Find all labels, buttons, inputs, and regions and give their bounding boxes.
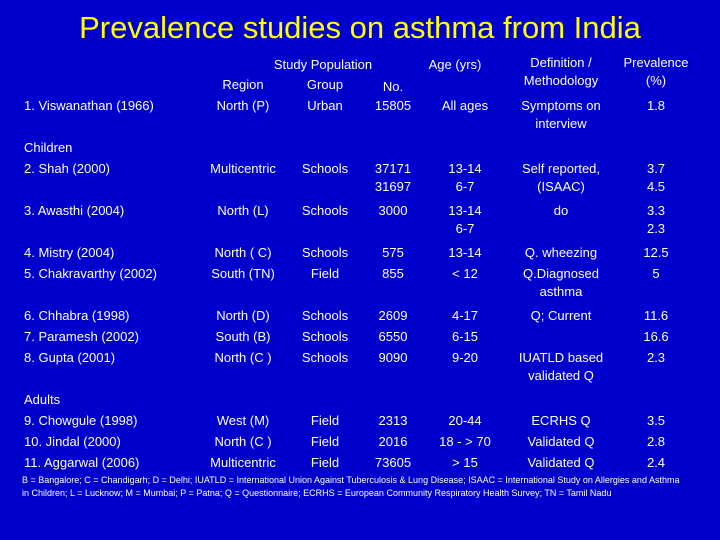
cell-group: Field: [310, 266, 340, 281]
cell-region: West (M): [216, 413, 270, 428]
cell-age: 13-14: [448, 245, 482, 260]
cell-study: 8. Gupta (2001): [24, 350, 116, 365]
cell-study: 10. Jindal (2000): [24, 434, 121, 449]
cell-definition: Self reported,: [521, 161, 601, 176]
cell-region: South (TN): [211, 266, 275, 281]
cell-age: 9-20: [451, 350, 479, 365]
cell-prevalence: 2.8: [646, 434, 666, 449]
cell-prevalence: 2.3: [646, 350, 666, 365]
cell-definition: asthma: [539, 284, 583, 299]
abbreviations-footnote: B = Bangalore; C = Chandigarh; D = Delhi…: [22, 475, 680, 498]
cell-prevalence: 3.7: [646, 161, 666, 176]
header-study-population: Study Population: [273, 57, 373, 72]
header-age: Age (yrs): [428, 57, 482, 72]
cell-group: Field: [310, 413, 340, 428]
cell-definition: Q.Diagnosed: [523, 266, 599, 281]
cell-definition: do: [553, 203, 569, 218]
cell-study: 5. Chakravarthy (2002): [24, 266, 157, 281]
cell-prevalence: 2.4: [646, 455, 666, 470]
cell-study: 1. Viswanathan (1966): [24, 98, 154, 113]
cell-no: 2609: [378, 308, 408, 323]
cell-study: 11. Aggarwal (2006): [24, 455, 140, 470]
cell-region: Multicentric: [210, 455, 276, 470]
cell-no: 15805: [374, 98, 412, 113]
header-definition-2: Methodology: [523, 73, 599, 88]
cell-age: < 12: [452, 266, 478, 281]
cell-age: All ages: [441, 98, 489, 113]
cell-prevalence: 2.3: [646, 221, 666, 236]
cell-no: 2016: [378, 434, 408, 449]
cell-prevalence: 11.6: [643, 308, 669, 323]
header-definition-1: Definition /: [530, 55, 592, 70]
cell-region: North ( C): [214, 245, 272, 260]
cell-study: 2. Shah (2000): [24, 161, 111, 176]
cell-age: 20-44: [448, 413, 482, 428]
cell-age: 6-15: [451, 329, 479, 344]
cell-no: 575: [382, 245, 404, 260]
cell-study: 9. Chowgule (1998): [24, 413, 138, 428]
cell-no: 9090: [378, 350, 408, 365]
cell-prevalence: 5: [652, 266, 660, 281]
cell-study: 7. Paramesh (2002): [24, 329, 139, 344]
cell-age: 4-17: [451, 308, 479, 323]
cell-no: 2313: [378, 413, 408, 428]
cell-study: 4. Mistry (2004): [24, 245, 115, 260]
slide-title: Prevalence studies on asthma from India: [79, 10, 641, 45]
cell-group: Urban: [307, 98, 343, 113]
cell-no: 31697: [374, 179, 412, 194]
header-group: Group: [306, 77, 344, 92]
cell-definition: Validated Q: [527, 434, 595, 449]
header-prevalence-1: Prevalence: [623, 55, 689, 70]
cell-age: 6-7: [455, 221, 475, 236]
cell-prevalence: 16.6: [643, 329, 669, 344]
cell-definition: Symptoms on: [521, 98, 601, 113]
cell-definition: (ISAAC): [537, 179, 585, 194]
cell-region: North (C ): [214, 350, 272, 365]
cell-definition: validated Q: [528, 368, 594, 383]
cell-definition: IUATLD based: [518, 350, 604, 365]
cell-no: 3000: [378, 203, 408, 218]
cell-group: Schools: [301, 329, 349, 344]
cell-prevalence: 3.5: [646, 413, 666, 428]
cell-region: North (D): [216, 308, 270, 323]
cell-region: North (P): [216, 98, 270, 113]
cell-age: 6-7: [455, 179, 475, 194]
cell-prevalence: 12.5: [643, 245, 669, 260]
header-prevalence-2: (%): [645, 73, 667, 88]
cell-age: 18 - > 70: [439, 434, 491, 449]
cell-age: 13-14: [448, 161, 482, 176]
cell-study: 6. Chhabra (1998): [24, 308, 130, 323]
cell-group: Schools: [301, 203, 349, 218]
header-region: Region: [222, 77, 264, 92]
cell-group: Schools: [301, 350, 349, 365]
cell-definition: Q. wheezing: [524, 245, 598, 260]
cell-group: Field: [310, 434, 340, 449]
cell-definition: Q; Current: [530, 308, 592, 323]
cell-prevalence: 4.5: [646, 179, 666, 194]
cell-definition: ECRHS Q: [531, 413, 591, 428]
cell-prevalence: 1.8: [646, 98, 666, 113]
header-no: No.: [382, 79, 404, 94]
cell-region: North (C ): [214, 434, 272, 449]
section-adults: Adults: [24, 392, 61, 407]
cell-group: Schools: [301, 161, 349, 176]
cell-definition: interview: [535, 116, 587, 131]
cell-definition: Validated Q: [527, 455, 595, 470]
cell-region: Multicentric: [210, 161, 276, 176]
cell-age: > 15: [452, 455, 478, 470]
cell-group: Field: [310, 455, 340, 470]
cell-no: 37171: [374, 161, 412, 176]
cell-group: Schools: [301, 245, 349, 260]
cell-group: Schools: [301, 308, 349, 323]
cell-region: North (L): [217, 203, 269, 218]
section-children: Children: [24, 140, 73, 155]
cell-no: 73605: [374, 455, 412, 470]
cell-no: 855: [382, 266, 404, 281]
cell-no: 6550: [378, 329, 408, 344]
cell-age: 13-14: [448, 203, 482, 218]
cell-region: South (B): [215, 329, 271, 344]
cell-study: 3. Awasthi (2004): [24, 203, 125, 218]
cell-prevalence: 3.3: [646, 203, 666, 218]
